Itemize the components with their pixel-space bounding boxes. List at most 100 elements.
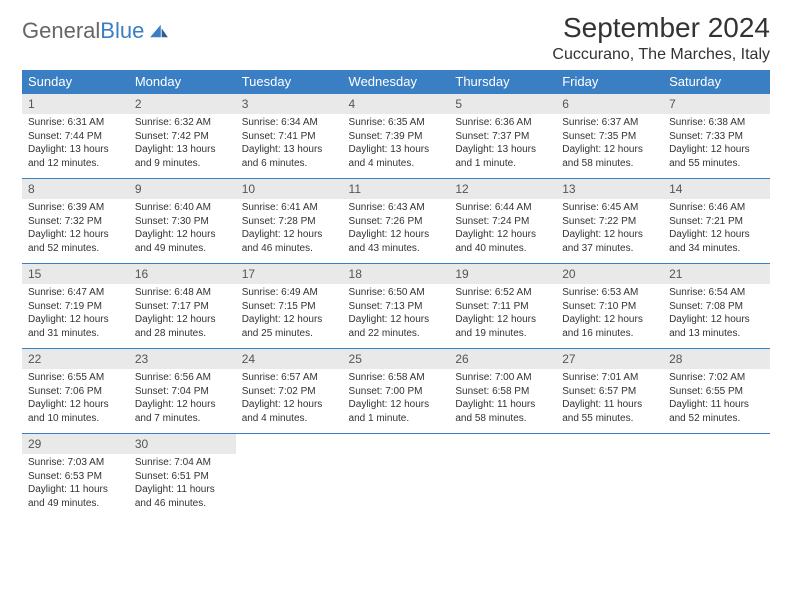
day-number-row: 891011121314 <box>22 179 770 200</box>
sunrise-text: Sunrise: 6:41 AM <box>242 201 337 215</box>
day-detail-cell: Sunrise: 7:03 AMSunset: 6:53 PMDaylight:… <box>22 454 129 518</box>
sunrise-text: Sunrise: 6:40 AM <box>135 201 230 215</box>
day-number: 18 <box>343 264 450 284</box>
sunrise-text: Sunrise: 6:37 AM <box>562 116 657 130</box>
day-number-cell <box>663 434 770 455</box>
day-number-cell: 11 <box>343 179 450 200</box>
day-text: Daylight: 13 hours and 4 minutes. <box>349 143 444 170</box>
day-detail-cell <box>343 454 450 518</box>
day-number-cell: 16 <box>129 264 236 285</box>
sunrise-text: Sunrise: 6:55 AM <box>28 371 123 385</box>
calendar-page: GeneralBlue September 2024 Cuccurano, Th… <box>0 0 792 518</box>
day-text: Daylight: 12 hours and 4 minutes. <box>242 398 337 425</box>
day-number: 25 <box>343 349 450 369</box>
day-number-cell: 4 <box>343 94 450 115</box>
sunrise-text: Sunrise: 6:45 AM <box>562 201 657 215</box>
day-text: Daylight: 12 hours and 7 minutes. <box>135 398 230 425</box>
day-detail-cell: Sunrise: 6:40 AMSunset: 7:30 PMDaylight:… <box>129 199 236 264</box>
day-number-cell: 10 <box>236 179 343 200</box>
sunset-text: Sunset: 7:44 PM <box>28 130 123 144</box>
day-detail-row: Sunrise: 6:55 AMSunset: 7:06 PM Daylight:… <box>22 369 770 434</box>
day-number-cell <box>236 434 343 455</box>
day-number: 11 <box>343 179 450 199</box>
day-text: Daylight: 12 hours and 1 minute. <box>349 398 444 425</box>
sunset-text: Sunset: 7:26 PM <box>349 215 444 229</box>
sunrise-text: Sunrise: 6:43 AM <box>349 201 444 215</box>
day-number-cell: 29 <box>22 434 129 455</box>
day-number-cell: 27 <box>556 349 663 370</box>
sunrise-text: Sunrise: 6:47 AM <box>28 286 123 300</box>
day-detail-cell: Sunrise: 7:01 AMSunset: 6:57 PMDaylight:… <box>556 369 663 434</box>
sunrise-text: Sunrise: 6:54 AM <box>669 286 764 300</box>
day-number-cell <box>343 434 450 455</box>
day-detail-row: Sunrise: 7:03 AMSunset: 6:53 PMDaylight:… <box>22 454 770 518</box>
day-number: 1 <box>22 94 129 114</box>
day-number-cell: 5 <box>449 94 556 115</box>
sunset-text: Sunset: 7:10 PM <box>562 300 657 314</box>
day-number-cell: 24 <box>236 349 343 370</box>
day-detail-cell: Sunrise: 6:52 AMSunset: 7:11 PMDaylight:… <box>449 284 556 349</box>
sunrise-text: Sunrise: 6:48 AM <box>135 286 230 300</box>
day-number-cell: 26 <box>449 349 556 370</box>
day-detail-cell: Sunrise: 6:49 AMSunset: 7:15 PMDaylight:… <box>236 284 343 349</box>
day-detail-cell: Sunrise: 6:47 AMSunset: 7:19 PMDaylight:… <box>22 284 129 349</box>
day-number-cell: 14 <box>663 179 770 200</box>
sunrise-text: Sunrise: 7:03 AM <box>28 456 123 470</box>
sunrise-text: Sunrise: 6:58 AM <box>349 371 444 385</box>
sunrise-text: Sunrise: 6:31 AM <box>28 116 123 130</box>
sunset-text: Sunset: 7:11 PM <box>455 300 550 314</box>
day-number: 19 <box>449 264 556 284</box>
day-number-cell: 25 <box>343 349 450 370</box>
day-number-cell: 3 <box>236 94 343 115</box>
day-detail-cell: Sunrise: 6:32 AMSunset: 7:42 PMDaylight:… <box>129 114 236 179</box>
day-number: 14 <box>663 179 770 199</box>
day-text: Daylight: 12 hours and 28 minutes. <box>135 313 230 340</box>
day-text: Daylight: 12 hours and 49 minutes. <box>135 228 230 255</box>
day-detail-cell: Sunrise: 6:43 AMSunset: 7:26 PMDaylight:… <box>343 199 450 264</box>
day-number: 20 <box>556 264 663 284</box>
sunset-text: Sunset: 7:13 PM <box>349 300 444 314</box>
day-text: Daylight: 13 hours and 9 minutes. <box>135 143 230 170</box>
day-number: 16 <box>129 264 236 284</box>
day-detail-cell: Sunrise: 7:02 AMSunset: 6:55 PMDaylight:… <box>663 369 770 434</box>
day-number-cell <box>449 434 556 455</box>
day-detail-cell: Sunrise: 6:41 AMSunset: 7:28 PMDaylight:… <box>236 199 343 264</box>
day-detail-cell: Sunrise: 6:55 AMSunset: 7:06 PMDaylight:… <box>22 369 129 434</box>
sunset-text: Sunset: 7:00 PM <box>349 385 444 399</box>
day-detail-cell: Sunrise: 6:38 AMSunset: 7:33 PMDaylight:… <box>663 114 770 179</box>
day-detail-cell: Sunrise: 6:53 AMSunset: 7:10 PMDaylight:… <box>556 284 663 349</box>
sunset-text: Sunset: 7:35 PM <box>562 130 657 144</box>
weekday-header-row: Sunday Monday Tuesday Wednesday Thursday… <box>22 70 770 94</box>
sunrise-text: Sunrise: 6:32 AM <box>135 116 230 130</box>
day-detail-cell: Sunrise: 7:00 AMSunset: 6:58 PMDaylight:… <box>449 369 556 434</box>
day-text: Daylight: 12 hours and 16 minutes. <box>562 313 657 340</box>
day-detail-cell: Sunrise: 7:04 AMSunset: 6:51 PMDaylight:… <box>129 454 236 518</box>
sunset-text: Sunset: 7:04 PM <box>135 385 230 399</box>
day-detail-cell: Sunrise: 6:50 AMSunset: 7:13 PMDaylight:… <box>343 284 450 349</box>
day-number-cell: 17 <box>236 264 343 285</box>
day-text: Daylight: 12 hours and 34 minutes. <box>669 228 764 255</box>
sunset-text: Sunset: 7:39 PM <box>349 130 444 144</box>
day-detail-cell <box>236 454 343 518</box>
day-number-row: 15161718192021 <box>22 264 770 285</box>
sunrise-text: Sunrise: 6:34 AM <box>242 116 337 130</box>
day-number-cell: 28 <box>663 349 770 370</box>
sunset-text: Sunset: 7:30 PM <box>135 215 230 229</box>
weekday-header: Thursday <box>449 70 556 94</box>
day-number-cell: 21 <box>663 264 770 285</box>
sunrise-text: Sunrise: 6:38 AM <box>669 116 764 130</box>
sunset-text: Sunset: 7:06 PM <box>28 385 123 399</box>
day-number: 24 <box>236 349 343 369</box>
day-number-cell: 12 <box>449 179 556 200</box>
day-number: 12 <box>449 179 556 199</box>
day-text: Daylight: 12 hours and 46 minutes. <box>242 228 337 255</box>
sunset-text: Sunset: 6:57 PM <box>562 385 657 399</box>
day-text: Daylight: 12 hours and 19 minutes. <box>455 313 550 340</box>
sunset-text: Sunset: 7:22 PM <box>562 215 657 229</box>
day-number-cell: 30 <box>129 434 236 455</box>
day-number-cell: 2 <box>129 94 236 115</box>
sunset-text: Sunset: 7:19 PM <box>28 300 123 314</box>
day-detail-cell <box>556 454 663 518</box>
sunset-text: Sunset: 7:42 PM <box>135 130 230 144</box>
day-detail-cell: Sunrise: 6:44 AMSunset: 7:24 PMDaylight:… <box>449 199 556 264</box>
